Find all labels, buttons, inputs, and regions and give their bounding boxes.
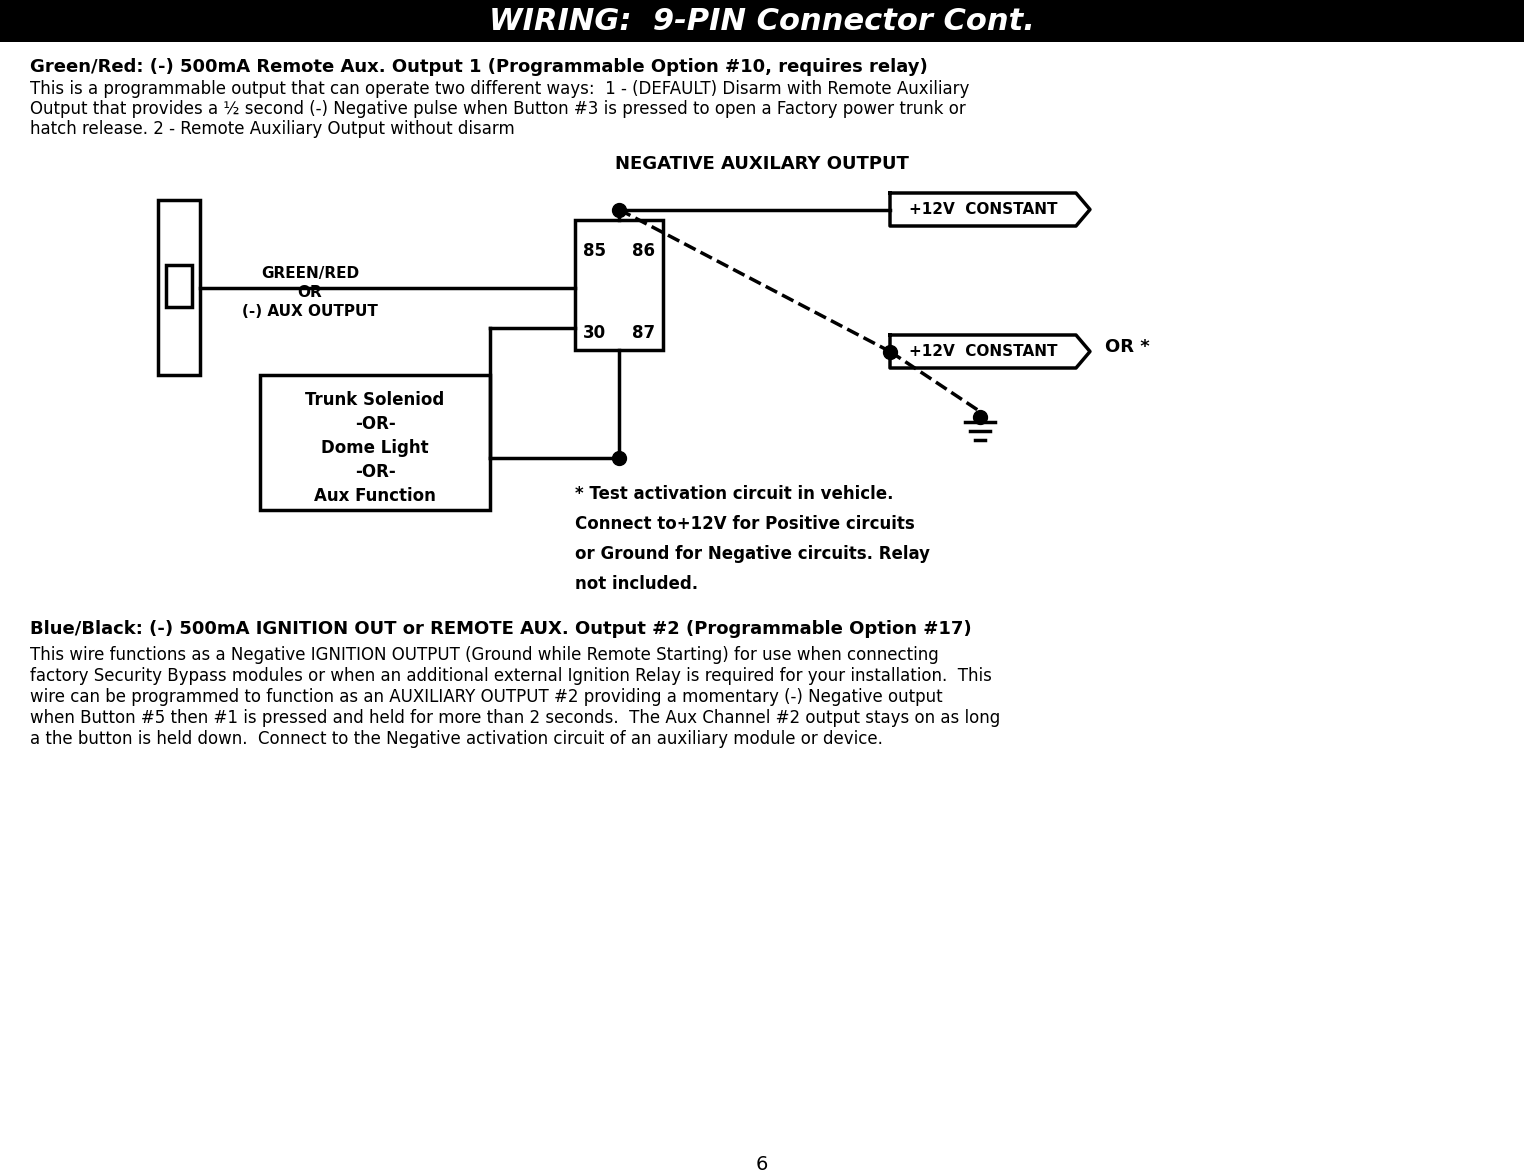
Text: Trunk Soleniod: Trunk Soleniod (305, 391, 445, 409)
Text: Connect to+12V for Positive circuits: Connect to+12V for Positive circuits (575, 515, 914, 533)
Text: Blue/Black: (-) 500mA IGNITION OUT or REMOTE AUX. Output #2 (Programmable Option: Blue/Black: (-) 500mA IGNITION OUT or RE… (30, 619, 972, 638)
Text: factory Security Bypass modules or when an additional external Ignition Relay is: factory Security Bypass modules or when … (30, 667, 992, 685)
Text: or Ground for Negative circuits. Relay: or Ground for Negative circuits. Relay (575, 545, 930, 563)
Text: +12V  CONSTANT: +12V CONSTANT (908, 344, 1058, 359)
Text: -OR-: -OR- (355, 463, 395, 481)
Text: 86: 86 (632, 242, 655, 260)
Polygon shape (890, 335, 1090, 368)
Text: 6: 6 (756, 1155, 768, 1171)
Text: 87: 87 (632, 324, 655, 342)
Text: * Test activation circuit in vehicle.: * Test activation circuit in vehicle. (575, 485, 893, 504)
Text: 85: 85 (584, 242, 607, 260)
Bar (261, 375, 491, 511)
Text: 30: 30 (584, 324, 607, 342)
Text: OR *: OR * (1105, 337, 1149, 356)
Text: -OR-: -OR- (355, 415, 395, 433)
Text: OR: OR (297, 285, 323, 300)
Text: This wire functions as a Negative IGNITION OUTPUT (Ground while Remote Starting): This wire functions as a Negative IGNITI… (30, 646, 939, 664)
Text: a the button is held down.  Connect to the Negative activation circuit of an aux: a the button is held down. Connect to th… (30, 730, 882, 748)
Bar (158, 200, 200, 375)
Text: Dome Light: Dome Light (322, 439, 428, 457)
Bar (0, 0, 1524, 42)
Text: NEGATIVE AUXILARY OUTPUT: NEGATIVE AUXILARY OUTPUT (616, 155, 908, 173)
Text: Output that provides a ½ second (-) Negative pulse when Button #3 is pressed to : Output that provides a ½ second (-) Nega… (30, 100, 966, 118)
Text: Green/Red: (-) 500mA Remote Aux. Output 1 (Programmable Option #10, requires rel: Green/Red: (-) 500mA Remote Aux. Output … (30, 59, 928, 76)
Text: WIRING:  9-PIN Connector Cont.: WIRING: 9-PIN Connector Cont. (489, 7, 1035, 35)
Text: wire can be programmed to function as an AUXILIARY OUTPUT #2 providing a momenta: wire can be programmed to function as an… (30, 689, 943, 706)
Text: +12V  CONSTANT: +12V CONSTANT (908, 203, 1058, 217)
Text: hatch release. 2 - Remote Auxiliary Output without disarm: hatch release. 2 - Remote Auxiliary Outp… (30, 119, 515, 138)
Bar (575, 220, 663, 350)
Text: not included.: not included. (575, 575, 698, 593)
Text: when Button #5 then #1 is pressed and held for more than 2 seconds.  The Aux Cha: when Button #5 then #1 is pressed and he… (30, 708, 1000, 727)
Bar (166, 265, 192, 307)
Polygon shape (890, 193, 1090, 226)
Text: GREEN/RED: GREEN/RED (261, 266, 360, 281)
Text: This is a programmable output that can operate two different ways:  1 - (DEFAULT: This is a programmable output that can o… (30, 80, 969, 98)
Text: Aux Function: Aux Function (314, 487, 436, 505)
Text: (-) AUX OUTPUT: (-) AUX OUTPUT (242, 304, 378, 319)
